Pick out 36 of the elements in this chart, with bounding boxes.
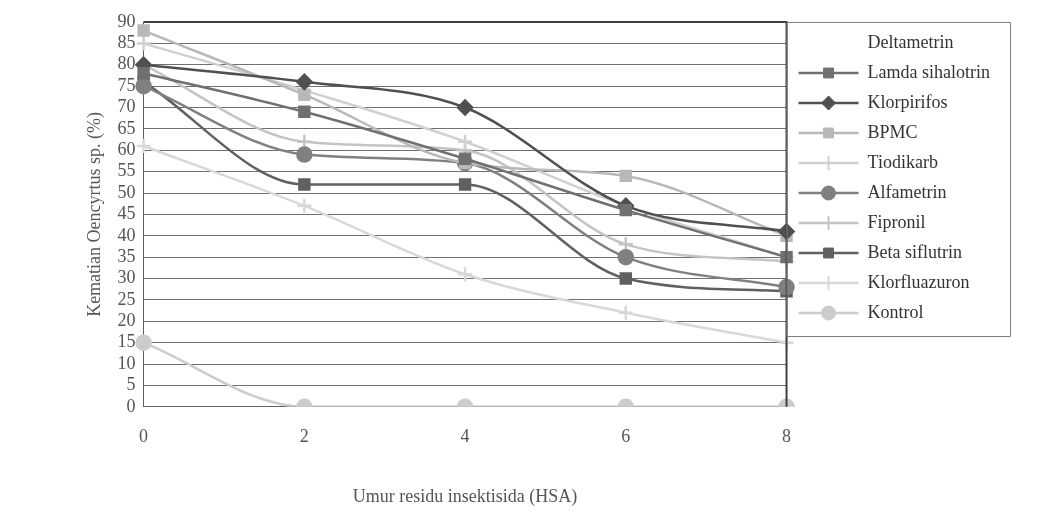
y-tick-label: 85	[117, 32, 136, 53]
y-axis-title: Kematian Oencyrtus sp. (%)	[83, 111, 105, 317]
y-tick-label: 5	[126, 374, 136, 395]
legend-label: Klorpirifos	[867, 91, 948, 112]
x-tick-label: 6	[621, 426, 631, 447]
legend-label: Beta siflutrin	[867, 241, 963, 262]
x-tick-label: 2	[299, 426, 309, 447]
y-tick-label: 45	[117, 203, 136, 224]
legend-label: Tiodikarb	[867, 151, 938, 172]
y-tick-label: 40	[117, 224, 136, 245]
y-tick-label: 35	[117, 245, 136, 266]
legend-label: Kontrol	[867, 301, 924, 322]
y-tick-label: 50	[117, 181, 136, 202]
x-axis-title: Umur residu insektisida (HSA)	[352, 485, 578, 507]
y-tick-label: 60	[117, 139, 136, 159]
text: Deltametrin	[867, 31, 954, 52]
x-tick-label: 4	[460, 426, 470, 447]
legend-label: Fipronil	[867, 211, 926, 232]
y-tick-label: 20	[117, 310, 136, 331]
y-tick-label: 70	[117, 96, 136, 117]
y-tick-label: 55	[117, 160, 136, 181]
y-tick-label: 15	[117, 331, 136, 352]
y-tick-label: 75	[117, 74, 136, 95]
legend-label: Alfametrin	[867, 181, 947, 202]
y-tick-label: 10	[117, 352, 136, 373]
y-tick-label: 90	[117, 10, 136, 31]
y-tick-label: 25	[117, 288, 136, 309]
x-tick-label: 8	[782, 426, 792, 447]
x-tick-label: 0	[139, 426, 149, 447]
legend-label: BPMC	[867, 121, 918, 142]
legend-label: Klorfluazuron	[867, 271, 970, 292]
y-tick-label: 0	[126, 395, 136, 416]
y-tick-label: 80	[117, 53, 136, 74]
y-tick-label: 30	[117, 267, 136, 288]
y-tick-label: 65	[117, 117, 136, 138]
legend-label: Lamda sihalotrin	[867, 61, 990, 82]
